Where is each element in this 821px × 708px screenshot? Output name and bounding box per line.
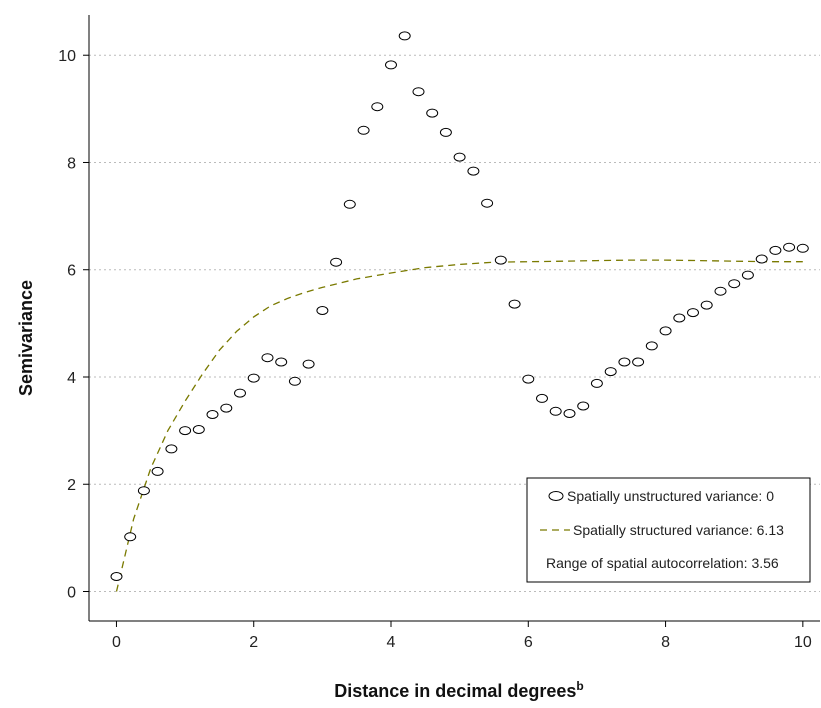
semivariance-points-group xyxy=(110,31,809,581)
data-point xyxy=(741,270,754,280)
x-axis-title-superscript: b xyxy=(576,679,583,693)
y-tick-label: 0 xyxy=(67,585,76,602)
data-point xyxy=(426,108,439,118)
legend-label-unstructured: Spatially unstructured variance: 0 xyxy=(567,488,774,504)
data-point xyxy=(247,373,260,383)
data-point xyxy=(398,31,411,41)
data-point xyxy=(796,243,809,253)
data-point xyxy=(412,87,425,97)
x-tick-label: 2 xyxy=(249,634,258,651)
data-point xyxy=(577,401,590,411)
x-tick-label: 6 xyxy=(524,634,533,651)
structured-variance-curve-group xyxy=(115,259,803,592)
data-point xyxy=(783,242,796,252)
y-tick-label: 2 xyxy=(67,477,76,494)
data-point xyxy=(110,572,123,581)
x-tick-label: 4 xyxy=(387,634,396,651)
data-point xyxy=(137,486,150,496)
data-point xyxy=(494,255,507,265)
axes xyxy=(88,15,820,622)
legend: Spatially unstructured variance: 0 Spati… xyxy=(526,477,811,583)
x-axis-title: Distance in decimal degreesb xyxy=(334,679,583,701)
x-axis-ticks: 0 2 4 6 8 10 xyxy=(112,621,812,651)
data-point xyxy=(165,444,178,454)
data-point xyxy=(357,125,370,135)
data-point xyxy=(769,245,782,255)
data-point xyxy=(645,341,658,351)
data-point xyxy=(316,306,329,315)
data-point xyxy=(755,254,768,264)
structured-variance-curve xyxy=(115,259,803,592)
data-point xyxy=(179,426,192,436)
y-axis-title: Semivariance xyxy=(16,280,36,396)
data-point xyxy=(439,127,452,137)
data-point xyxy=(604,367,617,377)
data-point xyxy=(728,279,741,289)
data-point xyxy=(385,60,397,70)
data-point xyxy=(467,166,480,176)
x-tick-label: 8 xyxy=(661,634,670,651)
data-point xyxy=(151,466,164,476)
legend-box xyxy=(526,477,811,583)
legend-label-range: Range of spatial autocorrelation: 3.56 xyxy=(546,555,779,571)
data-point xyxy=(700,300,713,310)
data-point xyxy=(371,102,384,112)
data-point xyxy=(563,409,576,418)
x-tick-label: 10 xyxy=(794,634,812,651)
legend-label-structured: Spatially structured variance: 6.13 xyxy=(573,522,784,538)
data-point xyxy=(590,378,603,388)
x-axis-title-text: Distance in decimal degrees xyxy=(334,681,576,701)
data-point xyxy=(508,299,521,309)
data-point xyxy=(536,393,548,403)
y-tick-label: 10 xyxy=(58,48,76,65)
data-point xyxy=(549,406,562,416)
data-point xyxy=(618,357,631,367)
data-point xyxy=(522,374,535,384)
y-axis-ticks: 0 2 4 6 8 10 xyxy=(58,48,89,602)
data-point xyxy=(220,403,233,413)
y-tick-label: 6 xyxy=(67,263,76,280)
data-point xyxy=(714,286,727,296)
data-point xyxy=(288,376,301,386)
y-tick-label: 4 xyxy=(67,370,76,387)
data-point xyxy=(206,410,219,419)
x-tick-label: 0 xyxy=(112,634,121,651)
legend-point-marker xyxy=(548,491,564,501)
gridlines xyxy=(89,54,820,593)
data-point xyxy=(330,257,343,267)
data-point xyxy=(481,198,494,208)
data-point xyxy=(343,199,356,209)
data-point xyxy=(275,357,288,367)
y-tick-label: 8 xyxy=(67,155,76,172)
data-point xyxy=(673,313,686,323)
data-point xyxy=(234,388,246,398)
data-point xyxy=(687,308,699,318)
data-point xyxy=(659,326,672,336)
data-point xyxy=(192,425,205,434)
data-point xyxy=(632,357,645,367)
data-point xyxy=(124,532,137,542)
data-point xyxy=(453,152,466,162)
data-point xyxy=(261,353,274,363)
data-point xyxy=(302,359,315,369)
